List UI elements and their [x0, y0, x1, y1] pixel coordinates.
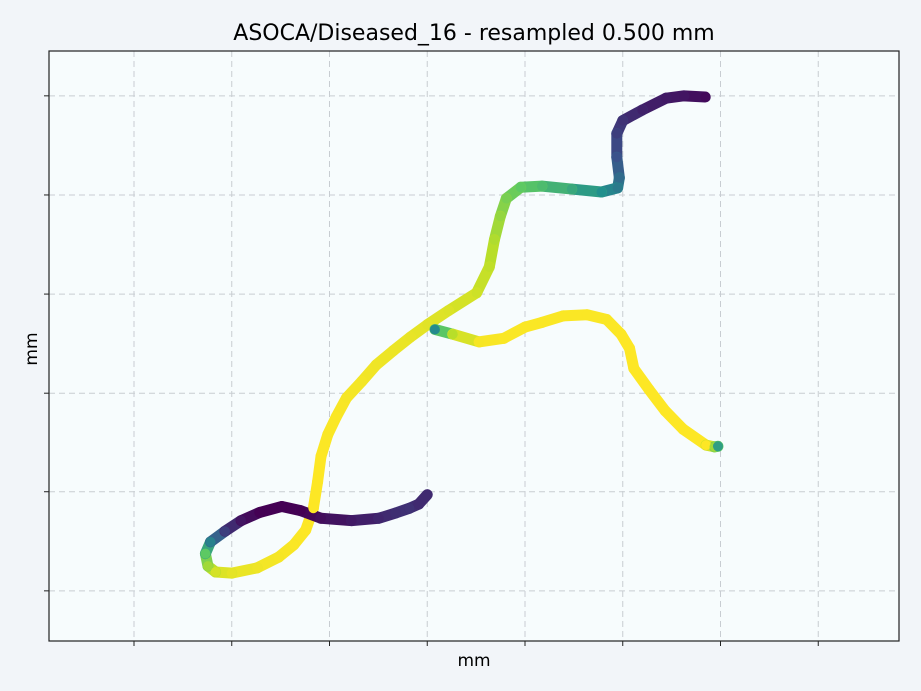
series-1-point-11	[566, 184, 577, 195]
series-2-point-11	[624, 343, 635, 354]
series-2-point-1	[429, 324, 440, 335]
series-2-point-16	[701, 440, 712, 451]
series-1-point-2	[678, 90, 689, 101]
x-axis-label: mm	[457, 651, 490, 671]
series-1-point-36	[210, 566, 221, 577]
series-1-point-14	[501, 193, 512, 204]
y-axis-label: mm	[22, 332, 42, 365]
series-1-point-43	[276, 501, 287, 512]
series-1-point-3	[661, 93, 672, 104]
series-1-point-46	[346, 515, 357, 526]
series-1-point-21	[405, 332, 416, 343]
series-1-point-18	[471, 287, 482, 298]
series-1-point-38	[200, 548, 211, 559]
series-1-point-49	[404, 503, 415, 514]
series-1-point-25	[341, 392, 352, 403]
series-1-point-32	[288, 539, 299, 550]
series-1-point-7	[611, 152, 622, 163]
chart-title: ASOCA/Diseased_16 - resampled 0.500 mm	[233, 21, 714, 46]
series-2-point-9	[601, 314, 612, 325]
series-1-point-8	[614, 172, 625, 183]
series-2-point-2	[447, 329, 458, 340]
series-2-point-6	[537, 317, 547, 328]
series-1-point-29	[312, 476, 323, 487]
series-2-line	[429, 309, 724, 453]
series-1-point-28	[316, 451, 326, 462]
series-1-point-31	[300, 525, 311, 536]
series-1-point-42	[254, 507, 265, 518]
series-1-point-16	[489, 234, 500, 245]
series-1-point-50	[413, 499, 424, 510]
series-1-point-23	[371, 359, 382, 370]
series-1-point-41	[236, 515, 247, 526]
series-1-point-20	[422, 319, 433, 330]
series-1-line	[199, 90, 711, 579]
series-2-point-15	[678, 424, 689, 435]
series-1-point-45	[316, 513, 326, 524]
series-1-point-22	[388, 345, 399, 356]
series-2-point-18	[712, 441, 723, 452]
series-2-point-7	[558, 310, 569, 321]
series-1-point-48	[390, 507, 401, 518]
grid-lines	[44, 51, 899, 646]
series-group	[199, 90, 724, 579]
series-1-point-6	[611, 128, 622, 139]
series-2-point-5	[520, 322, 530, 333]
series-2-point-14	[660, 405, 671, 416]
series-1-segment-18	[443, 287, 483, 317]
series-1-point-13	[515, 182, 526, 193]
series-1-point-34	[252, 562, 263, 573]
series-1-point-44	[295, 505, 306, 516]
series-2-point-3	[474, 336, 485, 347]
plot-frame	[48, 50, 900, 642]
series-2-point-8	[582, 309, 593, 320]
series-1-point-5	[617, 115, 628, 126]
series-1-point-47	[373, 513, 384, 524]
series-2-point-10	[616, 329, 627, 340]
series-1-point-35	[226, 568, 237, 579]
series-2-point-13	[644, 384, 655, 395]
series-1-point-51	[422, 489, 433, 500]
series-1-point-27	[322, 429, 333, 440]
series-1-point-24	[356, 376, 367, 387]
series-1-point-40	[219, 526, 230, 537]
series-1-point-37	[202, 561, 213, 572]
series-1-point-30	[308, 503, 319, 514]
series-1-point-17	[484, 261, 495, 272]
series-1-point-15	[495, 211, 506, 222]
series-1-point-26	[331, 411, 342, 422]
series-1-point-19	[443, 305, 454, 316]
series-2-point-4	[498, 333, 509, 344]
series-1-point-12	[537, 181, 547, 192]
series-2-point-12	[628, 363, 639, 374]
series-1-point-39	[205, 536, 216, 547]
series-1-point-4	[637, 105, 648, 115]
series-1-point-1	[700, 92, 711, 103]
series-1-point-9	[612, 182, 623, 193]
series-1-point-10	[596, 187, 607, 198]
series-1-point-33	[273, 552, 284, 563]
